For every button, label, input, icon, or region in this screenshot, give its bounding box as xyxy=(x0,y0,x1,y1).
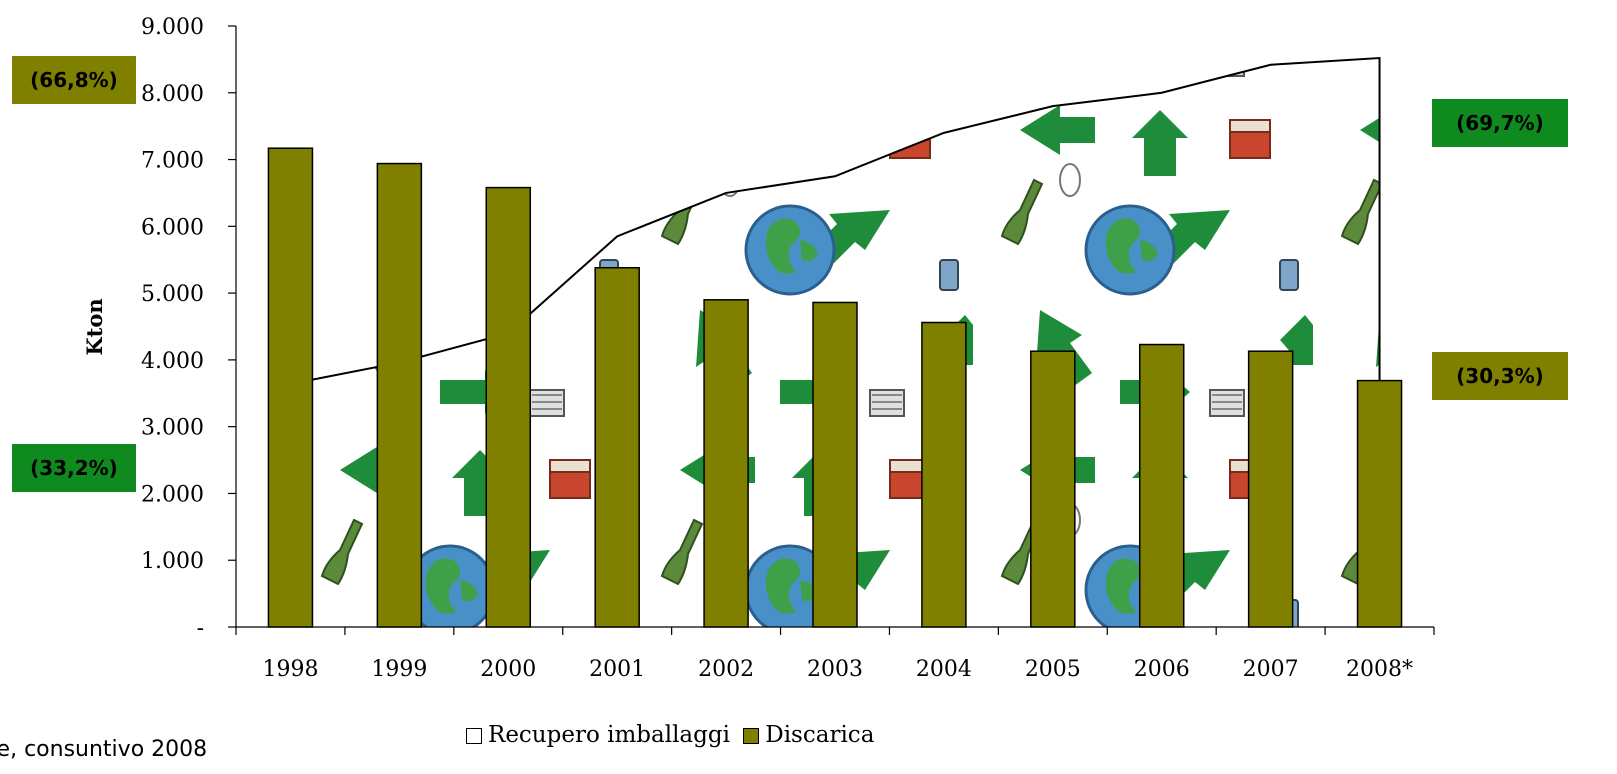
bar-discarica xyxy=(812,301,858,628)
legend-swatch-recupero xyxy=(466,728,482,744)
x-tick-label: 1999 xyxy=(371,657,427,682)
bar-discarica xyxy=(1247,350,1294,628)
y-tick-label: - xyxy=(197,616,204,641)
x-tick-label: 2006 xyxy=(1134,657,1190,682)
callout-1998-recupero: (33,2%) xyxy=(12,444,136,492)
legend-label-discarica: Discarica xyxy=(765,722,875,748)
callout-2008-recupero: (69,7%) xyxy=(1432,99,1568,147)
y-tick-label: 1.000 xyxy=(141,549,204,574)
callout-1998-discarica: (66,8%) xyxy=(12,56,136,104)
y-tick-label: 4.000 xyxy=(141,349,204,374)
bar-discarica xyxy=(594,266,640,628)
x-tick-label: 2002 xyxy=(698,657,754,682)
y-tick-label: 9.000 xyxy=(141,15,204,40)
x-tick-label: 2000 xyxy=(480,657,536,682)
bar-discarica xyxy=(267,147,314,628)
bar-discarica xyxy=(376,162,423,628)
footnote: re, consuntivo 2008 xyxy=(0,737,208,762)
bar-discarica xyxy=(1030,350,1076,628)
y-tick-label: 3.000 xyxy=(141,416,204,441)
bar-discarica xyxy=(703,299,749,628)
bar-discarica xyxy=(921,321,967,628)
legend: Recupero imballaggi Discarica xyxy=(466,722,880,748)
bar-discarica xyxy=(485,186,532,628)
legend-label-recupero: Recupero imballaggi xyxy=(488,722,730,748)
bar-discarica xyxy=(1356,379,1403,628)
y-tick-label: 7.000 xyxy=(141,149,204,174)
y-tick-label: 2.000 xyxy=(141,482,204,507)
x-tick-label: 2001 xyxy=(589,657,645,682)
x-tick-label: 2003 xyxy=(807,657,863,682)
bar-discarica xyxy=(1138,343,1185,628)
x-tick-label: 1998 xyxy=(262,657,318,682)
y-tick-label: 5.000 xyxy=(141,282,204,307)
y-tick-label: 8.000 xyxy=(141,82,204,107)
legend-swatch-discarica xyxy=(743,728,760,744)
callout-2008-discarica: (30,3%) xyxy=(1432,352,1568,400)
x-tick-label: 2008* xyxy=(1346,657,1413,682)
y-tick-label: 6.000 xyxy=(141,215,204,240)
x-tick-label: 2004 xyxy=(916,657,972,682)
x-tick-label: 2005 xyxy=(1025,657,1081,682)
y-axis-label: Kton xyxy=(82,298,107,355)
legend-item-recupero: Recupero imballaggi xyxy=(466,722,737,748)
x-tick-label: 2007 xyxy=(1243,657,1299,682)
legend-item-discarica: Discarica xyxy=(743,722,874,748)
